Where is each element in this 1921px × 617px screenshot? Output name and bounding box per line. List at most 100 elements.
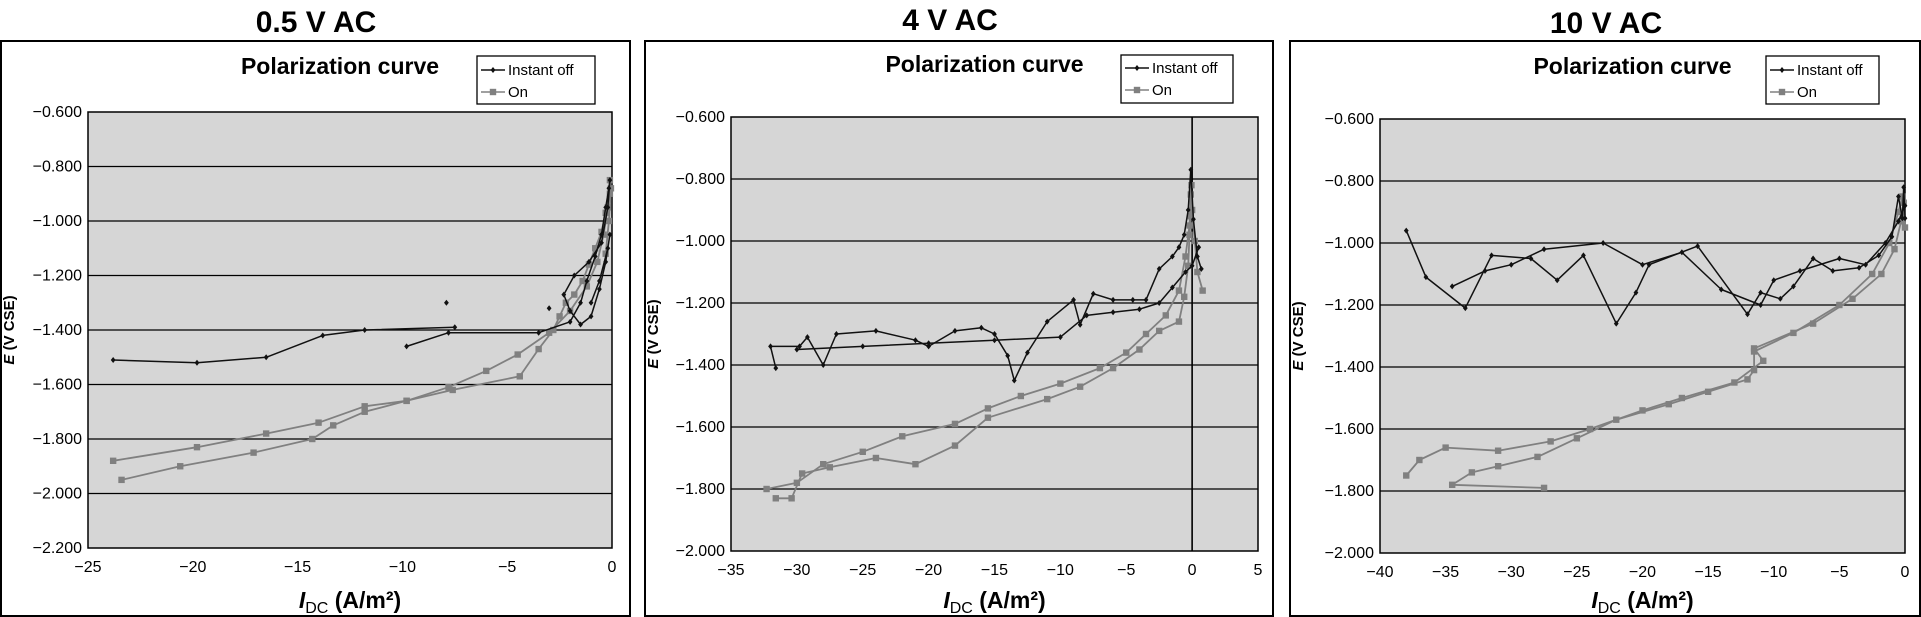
x-tick-label: −20	[179, 559, 206, 576]
data-point	[1613, 320, 1619, 327]
data-point	[826, 464, 834, 471]
data-point	[1191, 237, 1198, 245]
data-point	[1745, 311, 1750, 318]
data-point	[1541, 246, 1547, 253]
data-point	[109, 457, 117, 464]
series-on	[1403, 193, 1909, 492]
x-tick-label: −20	[1629, 564, 1656, 581]
data-point	[606, 185, 612, 192]
data-point	[562, 299, 570, 306]
data-point	[1044, 395, 1051, 403]
data-point	[1810, 255, 1816, 262]
data-point	[535, 345, 542, 353]
data-point	[798, 470, 806, 477]
legend-box	[476, 55, 596, 105]
data-point	[1678, 394, 1686, 402]
data-point	[1868, 270, 1876, 278]
data-point	[1442, 444, 1449, 451]
data-point	[1508, 261, 1514, 268]
data-point	[550, 326, 557, 334]
x-tick-label: 0	[1901, 564, 1910, 581]
y-tick-label: −1.000	[676, 233, 725, 250]
data-point	[177, 463, 184, 470]
data-point	[834, 331, 839, 337]
data-point	[1760, 357, 1767, 364]
panel-3: 10 V AC Polarization curve −0.600 −0.800 −1.…	[1289, 7, 1921, 617]
data-point	[1403, 227, 1409, 234]
data-point	[1878, 270, 1885, 278]
data-point	[605, 204, 611, 211]
x-tick-label: −10	[1760, 564, 1787, 581]
data-point	[597, 277, 602, 284]
data-point	[1011, 377, 1017, 384]
y-tick-label: −0.600	[676, 109, 725, 126]
data-point	[1489, 252, 1494, 259]
data-point	[571, 272, 577, 279]
data-point	[599, 239, 604, 246]
data-point	[1758, 289, 1764, 296]
data-point	[1790, 329, 1797, 337]
data-point	[1695, 243, 1701, 250]
data-point	[110, 356, 116, 363]
data-point	[1184, 262, 1192, 269]
data-point	[561, 291, 567, 298]
y-tick-label: −2.000	[676, 543, 725, 560]
data-point	[913, 337, 918, 344]
y-tick-label: −1.800	[676, 481, 725, 498]
data-point	[597, 286, 602, 293]
data-point	[1183, 269, 1188, 275]
y-tick-label: −1.600	[1325, 421, 1374, 438]
data-point	[586, 258, 592, 265]
data-point	[773, 365, 779, 372]
x-tick-label: −35	[1432, 564, 1459, 581]
data-point	[1199, 287, 1206, 294]
y-tick-label: −2.000	[1325, 545, 1374, 562]
y-tick-label: −1.200	[676, 295, 725, 312]
x-tick-label: −25	[74, 559, 101, 576]
data-point	[1162, 312, 1169, 319]
data-point	[1186, 231, 1193, 238]
data-point	[859, 448, 866, 455]
data-point	[1895, 208, 1902, 216]
x-tick-label: −5	[498, 559, 516, 576]
legend-label: On	[1797, 84, 1817, 101]
data-point	[602, 209, 609, 217]
legend-swatch-marker	[1778, 88, 1786, 96]
data-point	[1185, 207, 1191, 213]
data-point	[1142, 330, 1150, 338]
data-point	[1423, 274, 1429, 281]
data-point	[1899, 193, 1906, 200]
legend-label: Instant off	[508, 62, 574, 79]
y-tick-label: −1.800	[33, 431, 82, 448]
legend: Instant off On	[1120, 54, 1234, 104]
data-point	[567, 318, 573, 325]
legend-swatch-marker	[489, 88, 497, 96]
data-point	[772, 495, 779, 502]
data-point	[820, 362, 826, 368]
data-point	[1901, 184, 1907, 191]
data-point	[1468, 469, 1476, 476]
data-point	[449, 386, 456, 394]
y-tick-label: −0.800	[676, 171, 725, 188]
data-point	[1136, 346, 1143, 353]
x-tick-label: −10	[1047, 562, 1074, 579]
x-tick-label: −10	[389, 559, 416, 576]
chart-title: Polarization curve	[241, 53, 439, 79]
data-point	[1547, 438, 1554, 445]
data-point	[1494, 447, 1502, 454]
data-point	[403, 397, 410, 405]
data-point	[1809, 320, 1817, 327]
data-point	[1554, 277, 1560, 284]
data-point	[1123, 349, 1130, 356]
y-tick-label: −1.400	[33, 322, 82, 339]
data-point	[1863, 261, 1869, 268]
y-tick-label: −1.000	[1325, 235, 1374, 252]
data-point	[1403, 472, 1410, 479]
y-tick-label: −0.600	[33, 104, 82, 121]
data-point	[1528, 255, 1534, 262]
data-point	[315, 419, 322, 426]
data-point	[545, 329, 553, 336]
data-point	[1665, 401, 1672, 408]
data-point	[1581, 252, 1586, 259]
data-point	[1187, 191, 1195, 198]
